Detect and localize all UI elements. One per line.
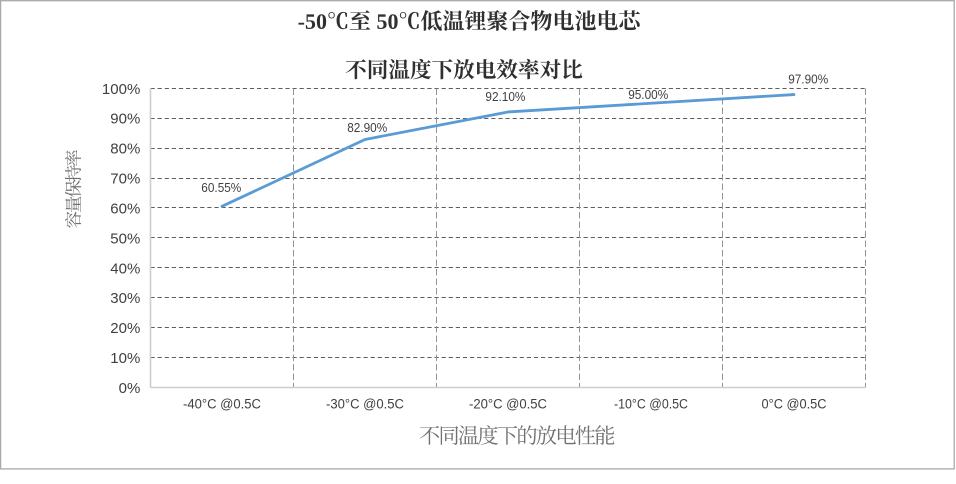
svg-text:92.10%: 92.10% xyxy=(485,89,525,104)
svg-text:0%: 0% xyxy=(119,380,141,397)
svg-text:60%: 60% xyxy=(110,200,140,217)
svg-text:-20°C @0.5C: -20°C @0.5C xyxy=(469,397,547,412)
svg-text:-30°C @0.5C: -30°C @0.5C xyxy=(326,397,404,412)
svg-text:70%: 70% xyxy=(110,171,140,188)
svg-text:60.55%: 60.55% xyxy=(201,180,241,195)
svg-text:-10°C @0.5C: -10°C @0.5C xyxy=(614,397,688,412)
svg-text:97.90%: 97.90% xyxy=(788,72,828,87)
svg-text:-40°C @0.5C: -40°C @0.5C xyxy=(183,397,261,412)
svg-text:95.00%: 95.00% xyxy=(628,87,668,102)
svg-text:20%: 20% xyxy=(110,320,140,337)
svg-text:82.90%: 82.90% xyxy=(347,120,387,135)
svg-text:10%: 10% xyxy=(110,350,140,367)
svg-text:30%: 30% xyxy=(110,290,140,307)
svg-text:100%: 100% xyxy=(102,81,140,98)
svg-text:90%: 90% xyxy=(110,111,140,128)
svg-text:80%: 80% xyxy=(110,141,140,158)
svg-text:0°C @0.5C: 0°C @0.5C xyxy=(762,397,827,412)
svg-text:50%: 50% xyxy=(110,230,140,247)
svg-text:40%: 40% xyxy=(110,260,140,277)
